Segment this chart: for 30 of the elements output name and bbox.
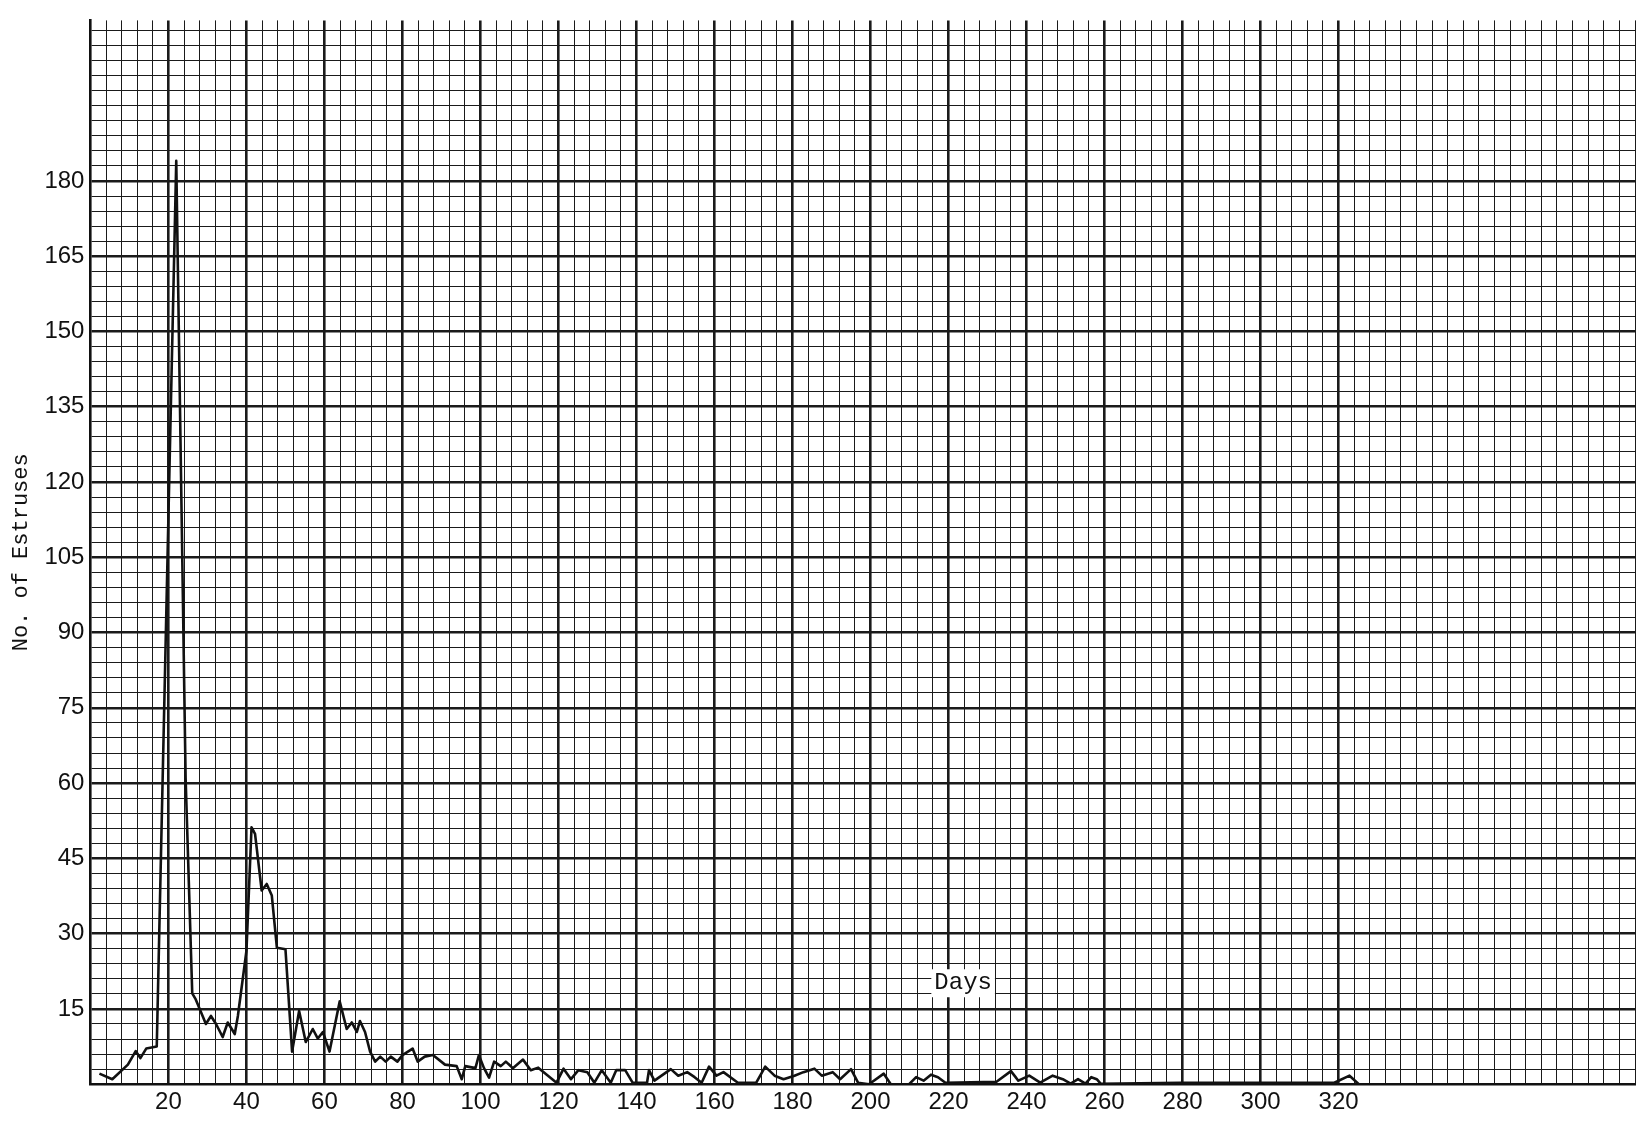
- y-tick-label: 45: [57, 843, 85, 871]
- x-tick-label: 200: [850, 1087, 891, 1115]
- y-tick-label: 90: [57, 617, 85, 645]
- x-tick-label: 120: [538, 1087, 579, 1115]
- x-tick-label: 40: [233, 1087, 260, 1115]
- y-axis-title: No. of Estruses: [9, 453, 35, 652]
- x-tick-label: 260: [1084, 1087, 1125, 1115]
- x-tick-label: 240: [1006, 1087, 1047, 1115]
- x-tick-label: 20: [155, 1087, 182, 1115]
- y-tick-label: 180: [44, 165, 85, 193]
- x-axis-title: Days: [934, 969, 992, 997]
- x-tick-label: 80: [389, 1087, 416, 1115]
- x-tick-label: 100: [460, 1087, 501, 1115]
- y-tick-label: 135: [44, 391, 85, 419]
- y-tick-label: 120: [44, 466, 85, 494]
- x-tick-label: 60: [311, 1087, 338, 1115]
- x-tick-label: 140: [616, 1087, 657, 1115]
- y-tick-label: 165: [44, 240, 85, 268]
- x-tick-label: 160: [694, 1087, 735, 1115]
- x-tick-label: 280: [1162, 1087, 1203, 1115]
- x-tick-label: 220: [928, 1087, 969, 1115]
- x-tick-label: 300: [1240, 1087, 1281, 1115]
- x-tick-label: 180: [772, 1087, 813, 1115]
- y-tick-label: 30: [57, 918, 85, 946]
- y-tick-label: 150: [44, 316, 85, 344]
- y-tick-label: 15: [57, 993, 85, 1021]
- y-tick-label: 105: [44, 541, 85, 569]
- y-tick-label: 75: [57, 692, 85, 720]
- x-tick-label: 320: [1318, 1087, 1359, 1115]
- y-tick-label: 60: [57, 767, 85, 795]
